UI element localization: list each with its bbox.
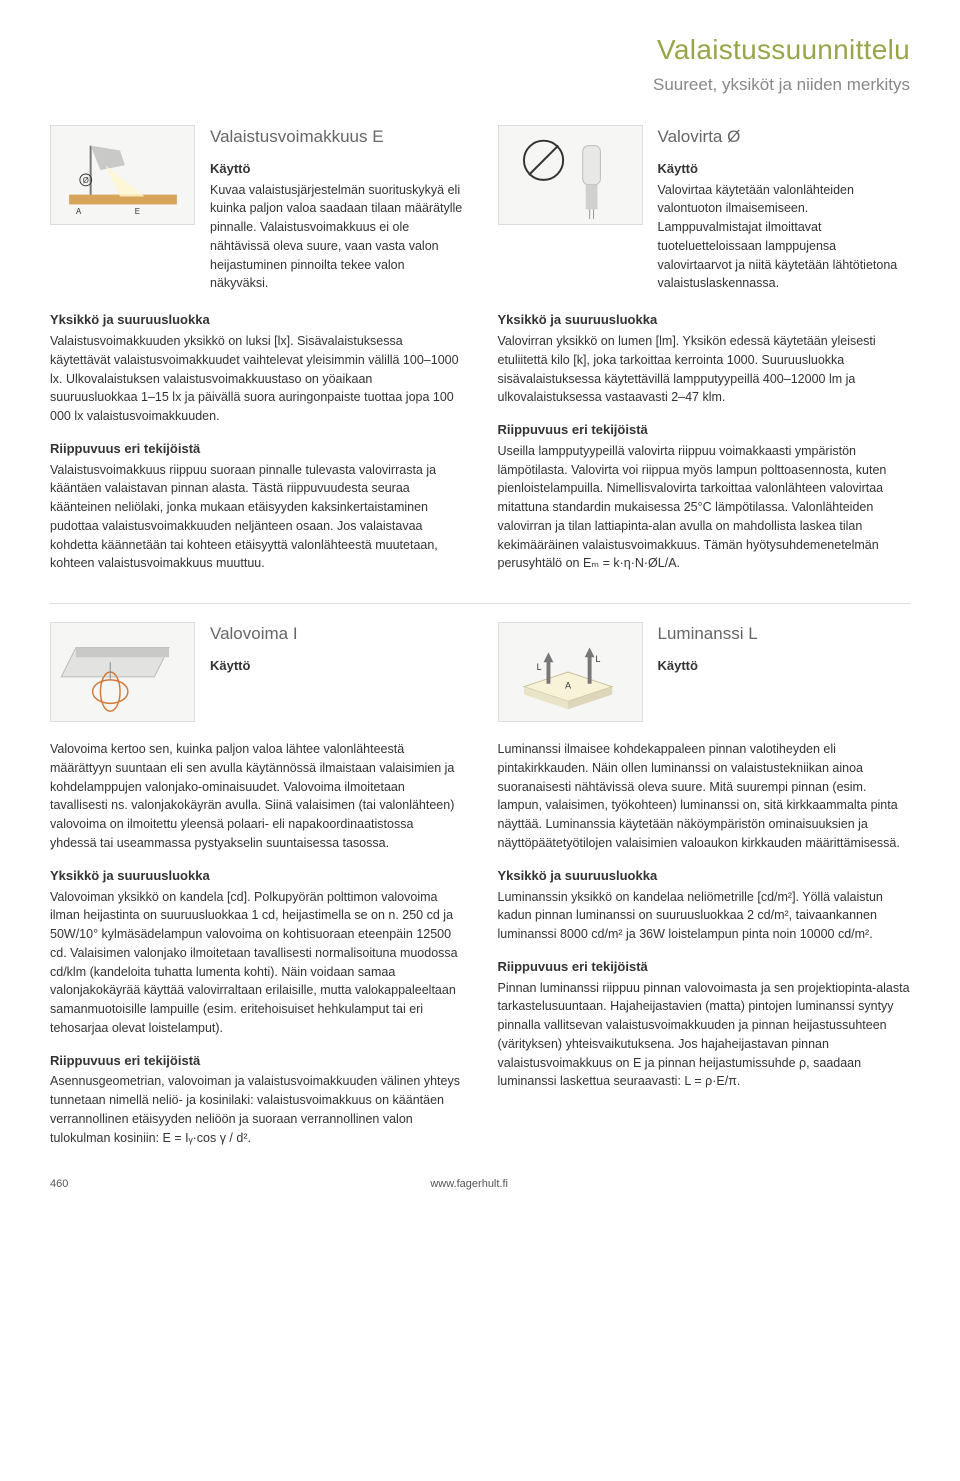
unit-label: Yksikkö ja suuruusluokka: [498, 867, 911, 886]
depends-text: Asennusgeometrian, valovoiman ja valaist…: [50, 1072, 463, 1147]
usage-label: Käyttö: [210, 657, 298, 676]
depends-label: Riippuvuus eri tekijöistä: [50, 1052, 463, 1071]
svg-text:A: A: [565, 681, 571, 691]
usage-text: Valovoima kertoo sen, kuinka paljon valo…: [50, 740, 463, 853]
unit-label: Yksikkö ja suuruusluokka: [498, 311, 911, 330]
section-title: Valovirta Ø: [658, 125, 911, 150]
usage-label: Käyttö: [658, 160, 911, 179]
section-luminous-intensity: Valovoima I Käyttö Valovoima kertoo sen,…: [50, 622, 463, 1147]
intro-block: Valovirta Ø Käyttö Valovirtaa käytetään …: [498, 125, 911, 293]
page-title: Valaistussuunnittelu: [50, 30, 910, 71]
usage-label: Käyttö: [210, 160, 463, 179]
unit-label: Yksikkö ja suuruusluokka: [50, 311, 463, 330]
intro-text: Valovirta Ø Käyttö Valovirtaa käytetään …: [658, 125, 911, 293]
depends-text: Useilla lampputyypeillä valovirta riippu…: [498, 442, 911, 573]
usage-text: Luminanssi ilmaisee kohdekappaleen pinna…: [498, 740, 911, 853]
page-number: 460: [50, 1177, 68, 1193]
depends-label: Riippuvuus eri tekijöistä: [498, 421, 911, 440]
row-divider: [50, 603, 910, 604]
unit-label: Yksikkö ja suuruusluokka: [50, 867, 463, 886]
depends-label: Riippuvuus eri tekijöistä: [50, 440, 463, 459]
luminance-diagram-icon: L L A: [498, 622, 643, 722]
footer-url: www.fagerhult.fi: [430, 1177, 508, 1193]
svg-text:L: L: [595, 654, 600, 664]
intro-block: Valovoima I Käyttö: [50, 622, 463, 722]
page-footer: 460 www.fagerhult.fi: [50, 1177, 910, 1193]
unit-text: Valovoiman yksikkö on kandela [cd]. Polk…: [50, 888, 463, 1038]
svg-text:E: E: [135, 207, 140, 216]
intro-text: Valovoima I Käyttö: [210, 622, 298, 722]
usage-text: Kuvaa valaistusjärjestelmän suorituskyky…: [210, 181, 463, 294]
luminous-intensity-diagram-icon: [50, 622, 195, 722]
usage-label: Käyttö: [658, 657, 758, 676]
depends-text: Pinnan luminanssi riippuu pinnan valovoi…: [498, 979, 911, 1092]
svg-text:L: L: [536, 662, 541, 672]
section-luminous-flux: Valovirta Ø Käyttö Valovirtaa käytetään …: [498, 125, 911, 573]
depends-label: Riippuvuus eri tekijöistä: [498, 958, 911, 977]
svg-text:Ø: Ø: [83, 176, 89, 185]
unit-text: Valaistusvoimakkuuden yksikkö on luksi […: [50, 332, 463, 426]
row-top: Ø A E Valaistusvoimakkuus E Käyttö Kuvaa…: [50, 125, 910, 573]
unit-text: Luminanssin yksikkö on kandelaa neliömet…: [498, 888, 911, 944]
page-subtitle: Suureet, yksiköt ja niiden merkitys: [50, 73, 910, 98]
usage-text: Valovirtaa käytetään valonlähteiden valo…: [658, 181, 911, 294]
illuminance-diagram-icon: Ø A E: [50, 125, 195, 225]
intro-text: Luminanssi L Käyttö: [658, 622, 758, 722]
row-bottom: Valovoima I Käyttö Valovoima kertoo sen,…: [50, 622, 910, 1147]
luminous-flux-diagram-icon: [498, 125, 643, 225]
intro-block: Ø A E Valaistusvoimakkuus E Käyttö Kuvaa…: [50, 125, 463, 293]
svg-text:A: A: [76, 207, 82, 216]
section-luminance: L L A Luminanssi L Käyttö Luminanssi ilm…: [498, 622, 911, 1147]
section-title: Valovoima I: [210, 622, 298, 647]
intro-text: Valaistusvoimakkuus E Käyttö Kuvaa valai…: [210, 125, 463, 293]
depends-text: Valaistusvoimakkuus riippuu suoraan pinn…: [50, 461, 463, 574]
page-header: Valaistussuunnittelu Suureet, yksiköt ja…: [50, 30, 910, 97]
intro-block: L L A Luminanssi L Käyttö: [498, 622, 911, 722]
section-title: Luminanssi L: [658, 622, 758, 647]
footer-spacer: [870, 1177, 910, 1193]
section-illuminance: Ø A E Valaistusvoimakkuus E Käyttö Kuvaa…: [50, 125, 463, 573]
section-title: Valaistusvoimakkuus E: [210, 125, 463, 150]
unit-text: Valovirran yksikkö on lumen [lm]. Yksikö…: [498, 332, 911, 407]
